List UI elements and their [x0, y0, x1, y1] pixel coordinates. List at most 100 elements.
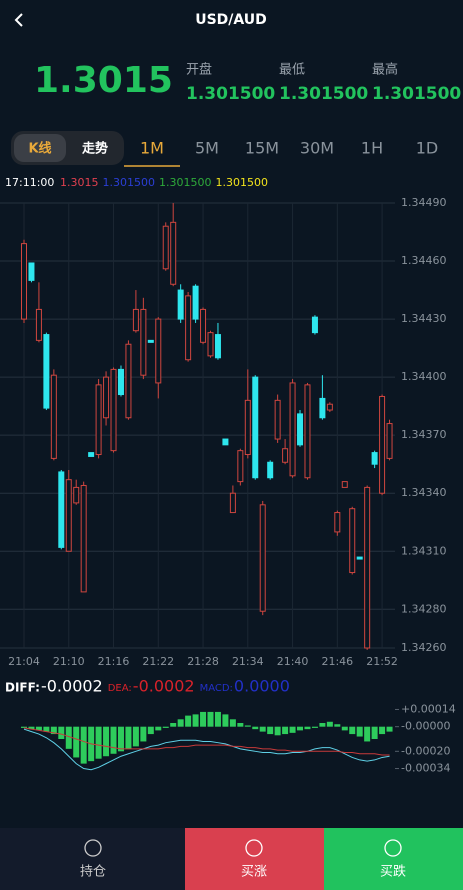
- macd-bar: [73, 726, 80, 758]
- candle-body: [80, 484, 87, 593]
- x-tick-label: 21:28: [187, 655, 219, 668]
- candle-body: [252, 376, 259, 479]
- x-tick-label: 21:16: [98, 655, 130, 668]
- macd-bar: [43, 726, 50, 732]
- macd-bar: [170, 723, 177, 727]
- macd-bar: [35, 726, 42, 731]
- candle-body: [207, 332, 214, 357]
- macd-bar: [289, 726, 296, 733]
- candle-body: [21, 243, 27, 320]
- candle-body: [192, 285, 199, 320]
- macd-bar: [319, 723, 326, 727]
- macd-bar: [95, 726, 102, 759]
- candle-body: [88, 452, 95, 457]
- tab[interactable]: K线: [28, 141, 51, 157]
- title: USD/AUD: [195, 12, 267, 28]
- macd-bar: [386, 726, 393, 732]
- y-tick-label: 1.34430: [401, 312, 447, 325]
- macd-bar: [304, 726, 311, 730]
- stat-label: 最低: [279, 63, 305, 78]
- macd-legend-value: -0.0002: [133, 677, 195, 696]
- candle-body: [267, 461, 274, 479]
- macd-bar: [274, 726, 281, 736]
- tab[interactable]: 15M: [245, 139, 279, 158]
- macd-bar: [110, 726, 117, 754]
- x-tick-label: 21:10: [53, 655, 85, 668]
- candle-body: [65, 479, 72, 552]
- candle-body: [274, 399, 281, 440]
- bottom-button-label[interactable]: 买跌: [380, 864, 406, 880]
- macd-bar: [371, 726, 378, 739]
- candle-body: [103, 376, 110, 419]
- candle-body: [289, 382, 296, 477]
- tab[interactable]: 30M: [300, 139, 334, 158]
- tab[interactable]: 1M: [140, 139, 164, 158]
- candle-body: [349, 508, 356, 574]
- candle-body: [237, 450, 244, 483]
- tab-active-bg: [14, 134, 66, 162]
- candle-body: [326, 403, 333, 411]
- candle-body: [185, 295, 192, 361]
- x-tick-label: 21:34: [232, 655, 264, 668]
- y-tick-label: 1.34340: [401, 486, 447, 499]
- macd-bar: [229, 719, 236, 727]
- y-tick-label: -0.00000: [401, 720, 450, 733]
- tab[interactable]: 1H: [361, 139, 383, 158]
- y-tick-label: 1.34260: [401, 641, 447, 654]
- macd-line: [23, 728, 390, 771]
- candle-body: [379, 395, 386, 494]
- macd-bar: [297, 726, 304, 731]
- stat-value: 1.301500: [372, 84, 461, 104]
- legend-value: 1.301500: [216, 176, 269, 189]
- candle-body: [304, 384, 311, 479]
- y-tick-label: 1.34280: [401, 602, 447, 615]
- candle-body: [297, 413, 304, 446]
- up-icon: [245, 839, 263, 857]
- macd-bar: [192, 714, 199, 727]
- candle-body: [386, 423, 393, 459]
- candle-body: [43, 334, 50, 409]
- down-icon: [384, 839, 402, 857]
- macd-bar: [65, 726, 72, 749]
- tab[interactable]: 5M: [195, 139, 219, 158]
- candle-body: [162, 225, 169, 270]
- macd-legend-value: -0.0002: [41, 677, 103, 696]
- candle-body: [110, 368, 117, 452]
- back-button[interactable]: [14, 13, 23, 27]
- macd-bar: [155, 726, 162, 731]
- candle-body: [200, 308, 207, 343]
- candle-body: [147, 339, 154, 343]
- macd-legend-label: MACD:: [200, 683, 233, 694]
- macd-bar: [237, 723, 244, 727]
- stat-value: 1.301500: [186, 84, 275, 104]
- tab[interactable]: 走势: [82, 141, 108, 157]
- candle-body: [50, 374, 57, 459]
- x-tick-label: 21:46: [321, 655, 353, 668]
- macd-bar: [326, 721, 333, 727]
- macd-bar: [58, 726, 65, 739]
- macd-bar: [267, 726, 274, 735]
- x-tick-label: 21:52: [366, 655, 398, 668]
- macd-bar: [103, 726, 110, 757]
- bottom-button-label[interactable]: 买涨: [241, 865, 267, 880]
- macd-bar: [364, 726, 371, 742]
- candle-body: [95, 384, 102, 456]
- candle-body: [259, 504, 266, 612]
- hold-button-bg[interactable]: [0, 828, 185, 890]
- buy-up-bg[interactable]: [185, 828, 324, 890]
- buy-down-bg[interactable]: [324, 828, 463, 890]
- candle-body: [282, 448, 289, 463]
- macd-bar: [349, 726, 356, 735]
- macd-bar: [185, 715, 192, 727]
- candle-body: [35, 308, 42, 341]
- bottom-button-label[interactable]: 持仓: [80, 865, 106, 880]
- price: 1.3015: [34, 60, 173, 101]
- candle-body: [73, 486, 80, 504]
- stat-value: 1.301500: [279, 84, 368, 104]
- candle-body: [170, 221, 177, 285]
- macd-bar: [162, 726, 169, 728]
- macd-bar: [379, 726, 386, 735]
- tab[interactable]: 1D: [416, 139, 439, 158]
